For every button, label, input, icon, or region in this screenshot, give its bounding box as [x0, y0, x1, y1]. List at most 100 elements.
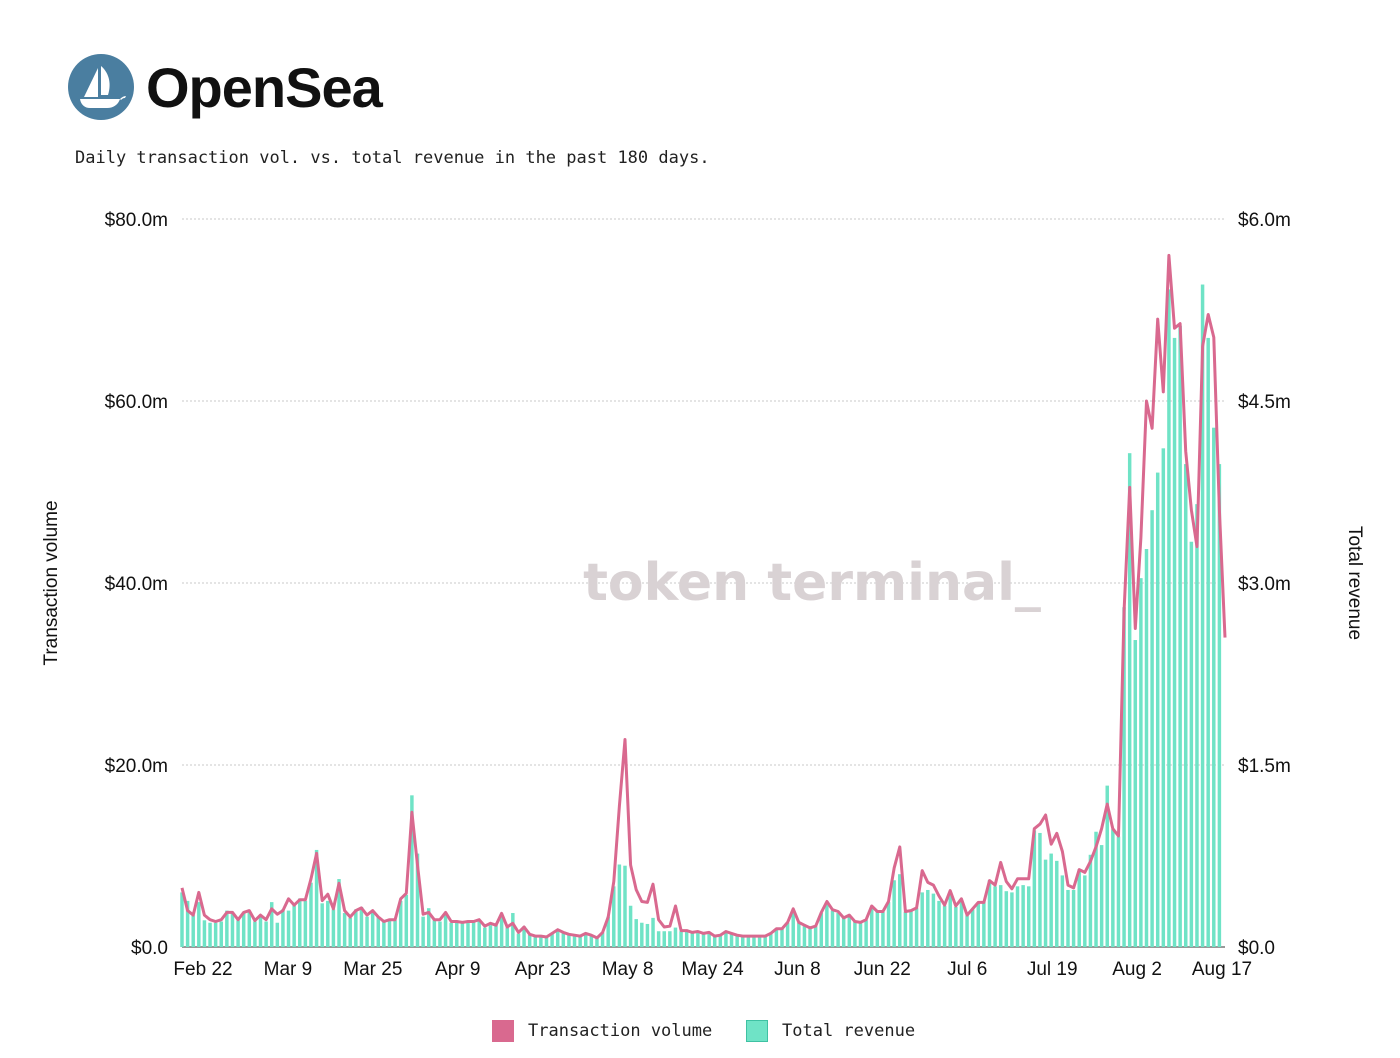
revenue-bar	[1083, 875, 1087, 947]
revenue-bar	[393, 920, 397, 947]
revenue-bar	[836, 913, 840, 947]
revenue-bar	[1099, 845, 1104, 947]
revenue-bar	[701, 933, 706, 947]
revenue-bar	[662, 931, 666, 947]
revenue-bar	[825, 904, 829, 947]
revenue-bar	[707, 932, 711, 947]
revenue-bar	[326, 900, 330, 947]
revenue-bar	[253, 921, 257, 947]
revenue-bar	[993, 886, 997, 947]
revenue-bar	[522, 926, 526, 947]
revenue-bar	[213, 922, 218, 947]
revenue-bar	[180, 892, 184, 947]
revenue-bar	[404, 894, 409, 947]
y-left-tick-label: $0.0	[131, 938, 168, 959]
revenue-bar	[841, 917, 846, 947]
revenue-bar	[320, 903, 324, 947]
revenue-bar	[746, 936, 751, 947]
revenue-bar	[382, 921, 386, 947]
revenue-bar	[656, 931, 661, 947]
revenue-bar	[741, 936, 745, 947]
legend-revenue[interactable]: Total revenue	[746, 1020, 915, 1042]
x-tick-label: Mar 9	[264, 959, 313, 980]
revenue-bar	[1122, 607, 1126, 947]
revenue-bar	[712, 936, 717, 947]
revenue-bar	[931, 893, 936, 947]
revenue-bar	[1026, 886, 1031, 947]
revenue-bar	[718, 934, 723, 947]
revenue-bar	[1032, 830, 1037, 947]
y-right-tick-label: $4.5m	[1238, 392, 1291, 413]
revenue-bar	[572, 934, 577, 947]
revenue-bar	[987, 880, 992, 947]
revenue-bar	[550, 933, 554, 947]
revenue-bar	[628, 905, 633, 947]
revenue-bar	[1200, 284, 1205, 947]
revenue-bar	[785, 922, 790, 947]
revenue-bar	[791, 910, 795, 947]
revenue-bar	[808, 927, 812, 947]
opensea-logo-icon	[68, 54, 134, 120]
revenue-bar	[847, 915, 852, 947]
legend-revenue-swatch	[746, 1020, 768, 1042]
revenue-bar	[1161, 448, 1166, 947]
revenue-bar	[1150, 510, 1154, 947]
revenue-bar	[651, 917, 655, 947]
y-right-tick-label: $1.5m	[1238, 756, 1291, 777]
y-right-title: Total revenue	[1344, 526, 1365, 640]
revenue-bar	[970, 909, 975, 947]
revenue-bar	[387, 920, 392, 947]
revenue-bar	[909, 910, 913, 947]
revenue-bar	[898, 874, 902, 947]
revenue-bar	[191, 915, 195, 947]
chart-subtitle: Daily transaction vol. vs. total revenue…	[75, 148, 710, 168]
revenue-bar	[982, 902, 986, 947]
revenue-bar	[735, 934, 739, 947]
revenue-bar	[690, 932, 695, 947]
revenue-bar	[623, 865, 627, 947]
revenue-bar	[511, 913, 515, 947]
revenue-bar	[1139, 578, 1143, 947]
revenue-bar	[757, 936, 762, 947]
revenue-bar	[1184, 464, 1188, 947]
revenue-bar	[780, 928, 784, 947]
legend-volume[interactable]: Transaction volume	[492, 1020, 712, 1042]
revenue-bar	[634, 919, 638, 947]
revenue-bar	[561, 932, 566, 947]
revenue-bar	[976, 903, 981, 947]
y-left-tick-label: $20.0m	[105, 756, 168, 777]
revenue-bar	[1116, 836, 1121, 947]
revenue-bar	[881, 911, 885, 947]
revenue-bar	[449, 922, 453, 947]
revenue-bar	[886, 902, 891, 947]
revenue-bar	[595, 937, 599, 947]
revenue-bar	[208, 922, 212, 947]
revenue-bar	[617, 864, 622, 947]
x-tick-label: Feb 22	[173, 959, 232, 980]
revenue-bar	[668, 931, 672, 947]
x-tick-label: Apr 9	[435, 959, 480, 980]
revenue-bar	[645, 923, 650, 947]
revenue-bar	[1088, 854, 1093, 947]
revenue-bar	[1049, 853, 1053, 947]
revenue-bar	[298, 898, 302, 947]
revenue-bar	[202, 920, 207, 947]
revenue-bar	[948, 893, 952, 947]
revenue-bar	[494, 925, 498, 947]
revenue-bar	[516, 933, 521, 947]
x-tick-label: Aug 17	[1192, 959, 1252, 980]
revenue-bar	[864, 920, 868, 947]
x-tick-label: Jun 22	[854, 959, 911, 980]
brand-title: OpenSea	[146, 56, 383, 119]
revenue-bar	[954, 906, 958, 947]
revenue-bar	[920, 892, 924, 947]
revenue-bar	[696, 932, 700, 947]
x-tick-label: Jun 8	[774, 959, 820, 980]
revenue-bar	[241, 911, 246, 947]
x-tick-label: Apr 23	[515, 959, 571, 980]
revenue-bar	[421, 916, 425, 947]
revenue-bar	[365, 916, 369, 947]
revenue-bar	[942, 905, 947, 947]
revenue-bar	[892, 880, 896, 947]
revenue-bar	[1189, 541, 1194, 947]
